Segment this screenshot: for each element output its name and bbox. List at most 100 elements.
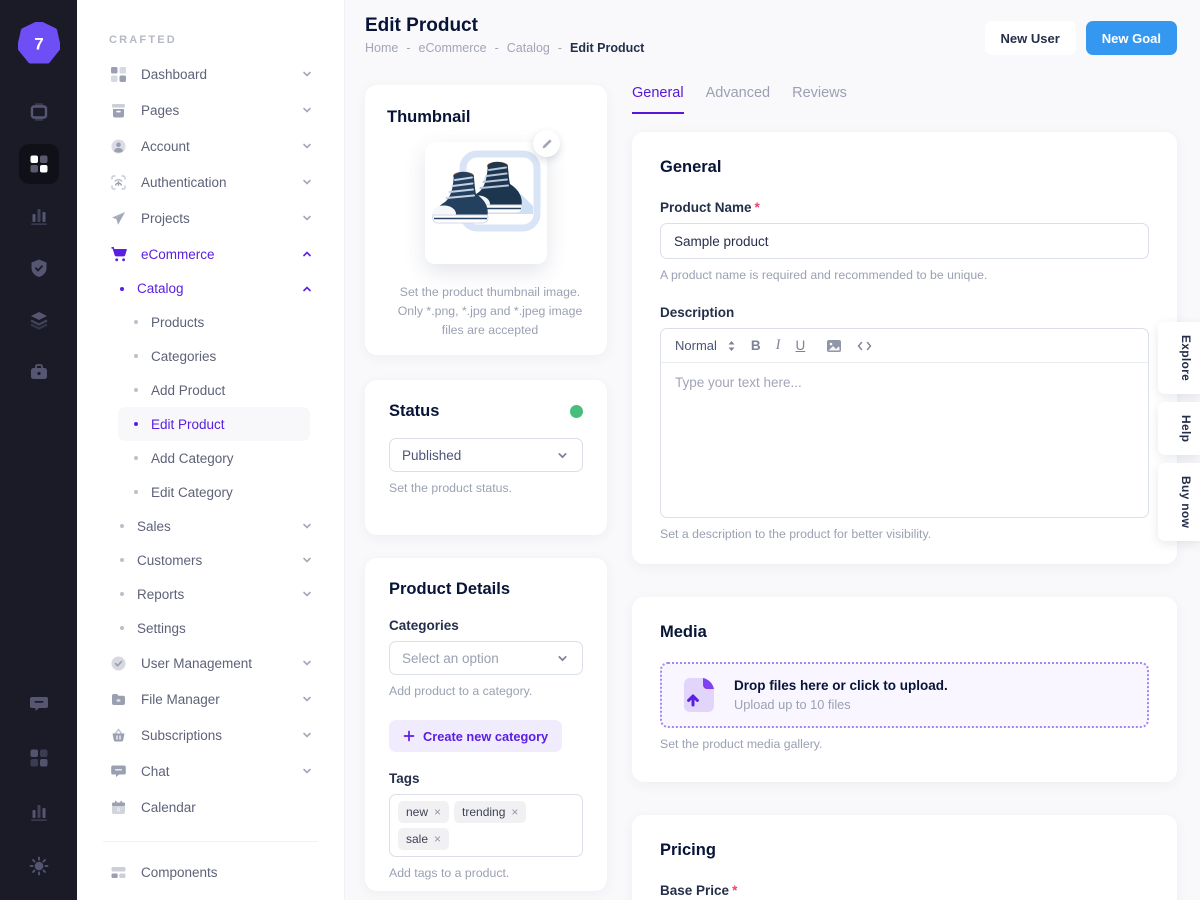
upload-file-icon (684, 678, 714, 712)
sidebar-item-chat[interactable]: Chat (77, 753, 344, 789)
sidebar-item-ecommerce[interactable]: eCommerce (77, 236, 344, 272)
pencil-icon (542, 138, 552, 148)
tags-label: Tags (389, 771, 420, 786)
bold-button[interactable]: B (750, 338, 761, 353)
bar-chart-icon[interactable] (19, 196, 59, 236)
paragraph-format-select[interactable]: Normal (675, 338, 736, 353)
apps-grid-icon[interactable] (18, 144, 59, 184)
briefcase-icon[interactable] (19, 352, 59, 392)
categories-select[interactable]: Select an option (389, 641, 583, 675)
check-circle-icon (109, 654, 128, 673)
media-card: Media Drop files here or click to upload… (632, 597, 1177, 782)
sneakers-photo (432, 161, 523, 224)
help-tab[interactable]: Help (1158, 402, 1200, 456)
create-category-label: Create new category (423, 728, 549, 744)
status-card: Status Published Set the product status. (365, 380, 607, 535)
sidebar-item-categories[interactable]: Categories (118, 339, 310, 373)
edit-thumbnail-button[interactable] (533, 130, 560, 157)
sidebar-item-edit-category[interactable]: Edit Category (118, 475, 310, 509)
categories-select-placeholder: Select an option (402, 650, 499, 666)
description-editor: Normal B I U Type your text here... (660, 328, 1149, 518)
insert-image-button[interactable] (826, 339, 842, 353)
tab-advanced[interactable]: Advanced (705, 85, 771, 101)
sidebar-item-customers[interactable]: Customers (77, 543, 344, 577)
status-card-title: Status (389, 402, 440, 420)
sidebar-item-sales[interactable]: Sales (77, 509, 344, 543)
sidebar-item-reports[interactable]: Reports (77, 577, 344, 611)
sidebar-item-label: Products (151, 314, 205, 330)
explore-tab[interactable]: Explore (1158, 322, 1200, 395)
sidebar-item-add-product[interactable]: Add Product (118, 373, 310, 407)
sidebar-item-projects[interactable]: Projects (77, 200, 344, 236)
sidebar-item-authentication[interactable]: Authentication (77, 164, 344, 200)
base-price-label: Base Price * (660, 883, 738, 898)
italic-button[interactable]: I (775, 337, 781, 353)
code-button[interactable] (857, 340, 872, 352)
remove-tag-icon[interactable]: × (434, 832, 442, 846)
sidebar-item-dashboard[interactable]: Dashboard (77, 56, 344, 92)
frame-icon[interactable] (19, 92, 59, 132)
tags-input[interactable]: new × trending × sale × (389, 794, 583, 857)
svg-text:7: 7 (34, 35, 43, 54)
bullet-dot (134, 320, 138, 324)
sidebar-item-label: Calendar (141, 799, 196, 815)
sidebar-item-pages[interactable]: Pages (77, 92, 344, 128)
new-goal-button[interactable]: New Goal (1085, 21, 1177, 55)
sun-icon[interactable] (19, 846, 59, 886)
new-user-button[interactable]: New User (984, 21, 1076, 55)
sidebar-item-components[interactable]: Components (77, 854, 344, 890)
chevron-up-icon (300, 282, 314, 296)
app-logo[interactable]: 7 (17, 22, 60, 64)
media-card-title: Media (660, 623, 707, 641)
sidebar-item-label: Add Product (151, 382, 226, 398)
breadcrumb-home[interactable]: Home (365, 41, 399, 55)
description-textarea[interactable]: Type your text here... (675, 375, 802, 390)
required-asterisk: * (754, 200, 760, 215)
breadcrumb-catalog[interactable]: Catalog (506, 41, 550, 55)
sidebar-item-subscriptions[interactable]: Subscriptions (77, 717, 344, 753)
create-category-button[interactable]: Create new category (389, 720, 563, 752)
sidebar-item-edit-product[interactable]: Edit Product (118, 407, 310, 441)
sidebar-item-account[interactable]: Account (77, 128, 344, 164)
sidebar-item-label: Projects (141, 210, 190, 226)
tab-reviews[interactable]: Reviews (792, 85, 847, 101)
chevron-down-icon (300, 728, 314, 742)
required-asterisk: * (732, 883, 738, 898)
remove-tag-icon[interactable]: × (511, 805, 519, 819)
sidebar-item-catalog[interactable]: Catalog (77, 272, 344, 305)
description-label: Description (660, 305, 735, 320)
sidebar-item-file-manager[interactable]: File Manager (77, 681, 344, 717)
breadcrumb-separator: - (406, 41, 411, 55)
sidebar-item-products[interactable]: Products (118, 305, 310, 339)
product-name-input[interactable] (660, 223, 1149, 259)
status-indicator-dot (570, 405, 583, 418)
media-dropzone[interactable]: Drop files here or click to upload. Uplo… (660, 662, 1149, 728)
thumbnail-card-title: Thumbnail (387, 108, 471, 126)
underline-button[interactable]: U (795, 338, 806, 353)
pages-icon (109, 101, 128, 120)
shield-check-icon[interactable] (19, 248, 59, 288)
chevron-down-icon (300, 553, 314, 567)
status-select[interactable]: Published (389, 438, 583, 472)
sidebar-item-calendar[interactable]: 8 Calendar (77, 789, 344, 825)
breadcrumb-separator: - (557, 41, 563, 55)
bullet-dot (120, 558, 124, 562)
tab-general[interactable]: General (632, 85, 684, 114)
buy-now-tab[interactable]: Buy now (1158, 463, 1200, 542)
chat-bubble-icon[interactable] (19, 684, 59, 724)
bar-chart-icon[interactable] (19, 792, 59, 832)
sidebar-item-settings[interactable]: Settings (77, 611, 344, 645)
sidebar-item-label: eCommerce (141, 246, 215, 262)
remove-tag-icon[interactable]: × (434, 805, 442, 819)
chevron-up-icon (300, 247, 314, 261)
thumbnail-image (425, 130, 560, 264)
sidebar-item-label: Chat (141, 763, 170, 779)
breadcrumb-ecommerce[interactable]: eCommerce (418, 41, 487, 55)
product-name-label: Product Name * (660, 200, 760, 215)
grid-icon[interactable] (19, 738, 59, 778)
sidebar-item-user-management[interactable]: User Management (77, 645, 344, 681)
thumbnail-card: Thumbnail (365, 85, 607, 355)
layers-icon[interactable] (19, 300, 59, 340)
description-hint: Set a description to the product for bet… (660, 527, 932, 541)
sidebar-item-add-category[interactable]: Add Category (118, 441, 310, 475)
